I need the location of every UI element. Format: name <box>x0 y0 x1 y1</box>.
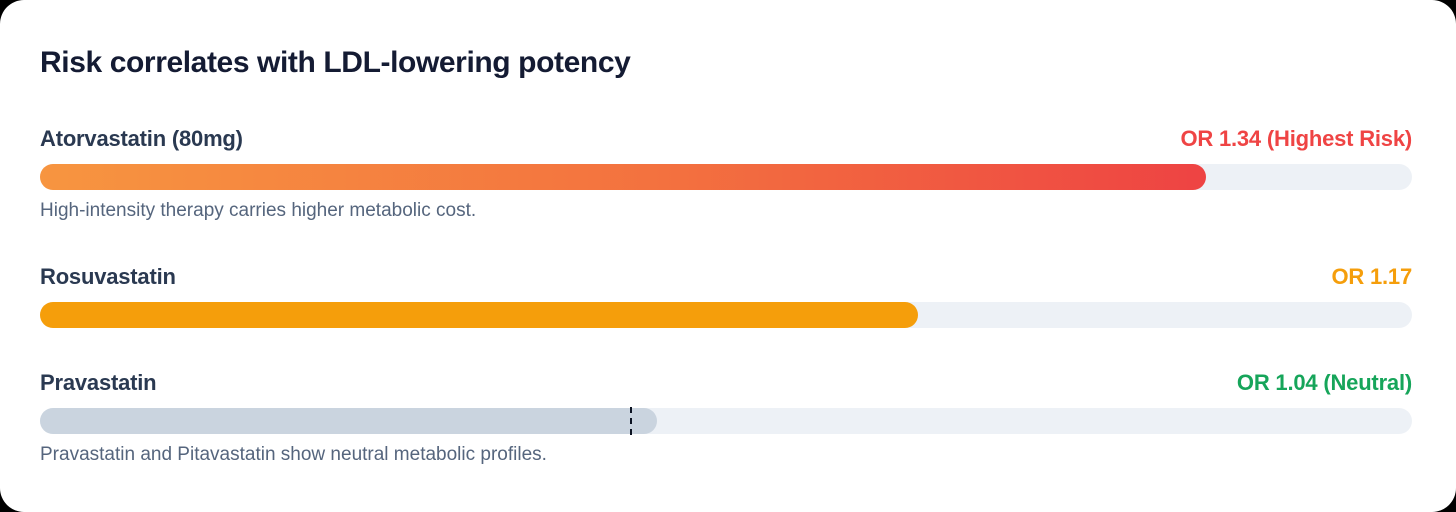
neutral-line-marker <box>629 407 632 435</box>
bar-value: OR 1.34 (Highest Risk) <box>1180 126 1412 151</box>
bar-label: Rosuvastatin <box>40 264 176 289</box>
bar-row-pravastatin: Pravastatin OR 1.04 (Neutral) Pravastati… <box>40 370 1412 466</box>
bar-track <box>40 164 1412 190</box>
bar-value: OR 1.04 (Neutral) <box>1236 370 1412 395</box>
bar-value: OR 1.17 <box>1331 264 1412 289</box>
bar-label: Pravastatin <box>40 370 157 395</box>
bar-fill <box>40 302 919 328</box>
bar-fill <box>40 408 658 434</box>
bar-caption: High-intensity therapy carries higher me… <box>40 200 477 221</box>
row-header: Atorvastatin (80mg) OR 1.34 (Highest Ris… <box>40 126 1412 152</box>
bar-fill <box>40 164 1207 190</box>
bar-track <box>40 407 1412 435</box>
row-header: Rosuvastatin OR 1.17 <box>40 264 1412 290</box>
chart-title: Risk correlates with LDL-lowering potenc… <box>40 46 631 79</box>
bar-caption: Pravastatin and Pitavastatin show neutra… <box>40 444 547 465</box>
row-header: Pravastatin OR 1.04 (Neutral) <box>40 370 1412 396</box>
bar-label: Atorvastatin (80mg) <box>40 126 243 151</box>
bar-row-atorvastatin: Atorvastatin (80mg) OR 1.34 (Highest Ris… <box>40 126 1412 222</box>
bar-row-rosuvastatin: Rosuvastatin OR 1.17 <box>40 264 1412 328</box>
bar-track <box>40 302 1412 328</box>
